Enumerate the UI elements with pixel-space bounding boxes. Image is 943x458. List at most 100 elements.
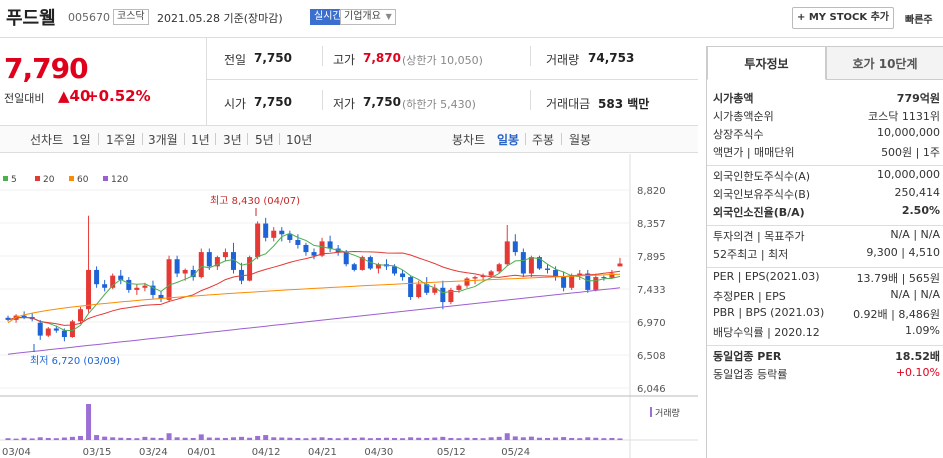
- info-value: 1.09%: [905, 324, 940, 337]
- volume-bar: [37, 437, 43, 440]
- candle-body: [553, 269, 559, 278]
- volume-bar: [134, 438, 140, 440]
- investment-info-panel: 투자정보 호가 10단계 시가총액 779억원 시가총액순위 코스닥 1131위 상장주…: [706, 46, 943, 458]
- volume-bar: [617, 438, 623, 440]
- candle-body: [279, 230, 285, 235]
- ma20-line: [7, 250, 621, 326]
- volume-bar: [45, 437, 51, 440]
- period-3m[interactable]: 3개월: [148, 133, 178, 147]
- amount-value: 583 백만: [598, 97, 650, 111]
- period-1d[interactable]: 1일: [72, 133, 91, 147]
- ma120-line: [7, 287, 621, 355]
- open-label: 시가: [224, 97, 247, 111]
- y-tick-label: 6,970: [637, 318, 666, 329]
- weekly-candle-tab[interactable]: 주봉: [532, 133, 555, 147]
- upper-limit: (상한가 10,050): [402, 54, 483, 67]
- monthly-candle-tab[interactable]: 월봉: [569, 133, 592, 147]
- company-overview-dropdown[interactable]: 기업개요 ▼: [340, 9, 396, 25]
- quick-order-button[interactable]: 빠른주: [905, 15, 933, 26]
- volume-bar: [29, 438, 35, 440]
- tab-orderbook[interactable]: 호가 10단계: [826, 46, 943, 80]
- x-tick-label: 04/12: [252, 447, 281, 458]
- candle-body: [456, 285, 462, 290]
- candle-chart-label: 봉차트: [452, 133, 486, 147]
- volume-bar: [77, 435, 83, 440]
- candle-body: [448, 289, 454, 303]
- volume-bar: [472, 437, 478, 440]
- volume-bar: [488, 437, 494, 440]
- period-10y[interactable]: 10년: [286, 133, 313, 147]
- candle-body: [263, 223, 269, 238]
- volume-bar: [545, 437, 551, 440]
- legend-label: 20: [43, 175, 55, 185]
- separator: [215, 133, 216, 145]
- line-chart-button[interactable]: 선차트: [30, 133, 64, 147]
- divider: [322, 46, 323, 66]
- candle-body: [577, 273, 583, 276]
- candle-body: [94, 269, 100, 285]
- divider: [206, 79, 698, 80]
- stock-chart[interactable]: 5 20 60 120 8,820 8,357 7,895 7,433 6,970 6,508 6,…: [0, 154, 698, 458]
- candle-body: [37, 322, 43, 336]
- prev-close-label: 전일: [224, 53, 247, 67]
- volume-bar: [424, 437, 430, 440]
- quote-date: 2021.05.28 기준(장마감): [157, 12, 283, 25]
- candle-body: [255, 223, 261, 258]
- candle-body: [174, 259, 180, 274]
- info-label: PBR | BPS (2021.03): [713, 306, 825, 319]
- x-tick-label: 03/15: [83, 447, 112, 458]
- candle-body: [432, 287, 438, 293]
- info-label: 추정PER | EPS: [713, 290, 786, 303]
- volume-bar: [367, 438, 373, 440]
- volume-bar: [287, 437, 293, 440]
- legend-swatch: [69, 176, 74, 181]
- period-1y[interactable]: 1년: [191, 133, 210, 147]
- daily-candle-tab[interactable]: 일봉: [497, 133, 520, 147]
- volume-bar: [198, 434, 204, 440]
- period-3y[interactable]: 3년: [223, 133, 242, 147]
- volume-bar: [142, 436, 148, 440]
- candle-body: [230, 252, 236, 270]
- candle-body: [601, 277, 607, 279]
- volume-bar: [512, 436, 518, 440]
- candle-body: [198, 252, 204, 278]
- info-label: 배당수익률 | 2020.12: [713, 326, 820, 339]
- info-value: 0.92배 | 8,486원: [853, 308, 940, 321]
- candle-body: [166, 259, 172, 300]
- info-value: 13.79배 | 565원: [856, 272, 940, 285]
- volume-bar: [464, 437, 470, 440]
- x-tick-label: 04/30: [364, 447, 393, 458]
- amount-label: 거래대금: [546, 97, 591, 111]
- tab-investment-info[interactable]: 투자정보: [707, 46, 826, 80]
- volume-bar: [416, 437, 422, 440]
- low-value: 7,750: [363, 95, 401, 109]
- volume-bar: [456, 438, 462, 440]
- volume-bar: [110, 437, 116, 440]
- candle-body: [126, 279, 132, 290]
- info-value: +0.10%: [895, 366, 940, 379]
- live-button[interactable]: 실시간: [310, 9, 346, 25]
- volume-label: 거래량: [546, 53, 580, 67]
- info-label: 시가총액순위: [713, 110, 774, 123]
- period-5y[interactable]: 5년: [255, 133, 274, 147]
- divider: [322, 90, 323, 110]
- candle-body: [569, 275, 575, 288]
- candle-body: [512, 241, 518, 253]
- candle-body: [504, 241, 510, 265]
- volume-bar: [53, 438, 59, 440]
- candle-body: [319, 241, 325, 256]
- volume-bar: [126, 437, 132, 440]
- divider: [707, 345, 943, 346]
- add-mystock-button[interactable]: + MY STOCK 추가: [792, 7, 894, 29]
- volume-bar: [255, 435, 261, 440]
- info-value: 500원 | 1주: [881, 146, 940, 159]
- period-1w[interactable]: 1주일: [106, 133, 136, 147]
- volume-value: 74,753: [588, 51, 635, 65]
- volume-bar: [263, 435, 269, 440]
- divider: [530, 90, 531, 110]
- info-label: 동일업종 PER: [713, 350, 782, 363]
- info-value: 779억원: [896, 92, 940, 105]
- volume-bar: [520, 437, 526, 440]
- volume-bar: [230, 437, 236, 440]
- separator: [279, 133, 280, 145]
